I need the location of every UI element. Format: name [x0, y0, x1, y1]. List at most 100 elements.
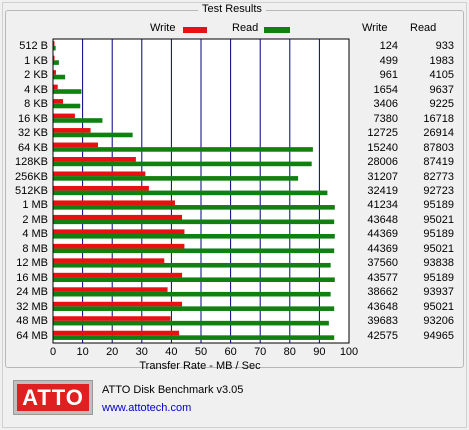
block-size-label: 2 MB: [22, 213, 48, 226]
block-size-label: 2 KB: [24, 69, 48, 82]
read-value: 933: [435, 40, 454, 53]
write-bar: [53, 55, 55, 61]
write-value: 43577: [367, 271, 398, 284]
write-value: 12725: [367, 127, 398, 140]
read-bar: [53, 233, 335, 239]
read-value: 26914: [423, 127, 454, 140]
read-bar: [53, 190, 328, 196]
read-bar: [53, 161, 312, 167]
x-tick-label: 20: [106, 346, 119, 358]
read-value: 95021: [423, 242, 454, 255]
block-size-label: 32 MB: [16, 300, 48, 313]
read-value: 1983: [429, 54, 454, 67]
write-bar: [53, 214, 183, 220]
legend-read-swatch: [264, 27, 290, 33]
read-bar: [53, 118, 103, 123]
read-bar: [53, 205, 335, 210]
read-bar: [53, 74, 66, 80]
read-bar: [53, 60, 59, 65]
website-link[interactable]: www.attotech.com: [102, 402, 192, 414]
write-column-header: Write: [362, 22, 388, 34]
block-size-label: 512KB: [14, 185, 48, 197]
block-size-label: 24 MB: [16, 286, 48, 299]
x-tick-label: 80: [283, 346, 296, 358]
x-tick-label: 50: [194, 346, 208, 358]
write-value: 38662: [367, 286, 398, 299]
read-bar: [53, 45, 56, 51]
write-bar: [53, 84, 58, 90]
transfer-rate-chart: [52, 38, 350, 344]
read-bar: [53, 262, 331, 268]
legend-read-label: Read: [232, 22, 259, 34]
block-size-label: 16 MB: [16, 271, 48, 284]
read-bar: [53, 306, 335, 311]
legend-write-swatch: [183, 27, 207, 33]
write-value: 1654: [373, 83, 398, 96]
write-value: 32419: [367, 185, 398, 197]
read-bar: [53, 335, 335, 340]
write-bar: [53, 99, 64, 104]
read-bar: [53, 277, 335, 283]
read-value: 93937: [423, 286, 454, 299]
write-value: 43648: [367, 300, 398, 313]
write-bar: [53, 301, 183, 307]
block-size-label: 4 KB: [24, 83, 48, 96]
write-value: 31207: [367, 170, 398, 183]
read-bar: [53, 132, 133, 138]
read-bar: [53, 320, 329, 326]
block-size-label: 64 MB: [16, 329, 48, 342]
read-bar: [53, 219, 335, 225]
block-size-label: 1 KB: [24, 54, 48, 67]
write-value: 15240: [367, 141, 398, 154]
read-bar: [53, 103, 81, 109]
block-size-label: 64 KB: [18, 141, 48, 154]
write-value: 39683: [367, 315, 398, 328]
write-value: 44369: [367, 228, 398, 241]
write-bar: [53, 316, 171, 321]
read-bar: [53, 248, 335, 254]
write-value: 3406: [373, 98, 398, 111]
block-size-label: 16 KB: [18, 112, 48, 125]
block-size-label: 8 MB: [22, 242, 48, 255]
write-value: 961: [379, 69, 398, 82]
write-value: 7380: [373, 112, 398, 125]
write-bar: [53, 171, 146, 177]
write-bar: [53, 113, 75, 119]
x-tick-label: 40: [165, 346, 178, 358]
block-size-label: 12 MB: [16, 257, 48, 270]
read-value: 93206: [423, 315, 454, 328]
read-value: 4105: [429, 69, 454, 82]
write-bar: [53, 70, 56, 75]
block-size-label: 1 MB: [22, 199, 48, 212]
write-bar: [53, 287, 168, 292]
read-bar: [53, 147, 313, 152]
legend-write-label: Write: [150, 22, 176, 34]
read-value: 95189: [423, 199, 454, 212]
read-value: 95021: [423, 213, 454, 226]
x-tick-label: 10: [76, 346, 89, 358]
write-value: 499: [379, 54, 398, 67]
read-value: 87419: [423, 156, 454, 169]
read-value: 95189: [423, 271, 454, 284]
write-bar: [53, 330, 180, 336]
x-tick-label: 0: [49, 346, 57, 358]
write-value: 42575: [367, 329, 398, 342]
app-title: ATTO Disk Benchmark v3.05: [102, 384, 244, 396]
write-bar: [53, 272, 183, 278]
x-tick-label: 60: [224, 346, 237, 358]
read-value: 9637: [429, 83, 454, 96]
block-size-label: 512 B: [19, 40, 48, 53]
test-results-title: Test Results: [198, 3, 266, 15]
x-axis-title: Transfer Rate - MB / Sec: [139, 360, 261, 372]
write-value: 124: [379, 40, 398, 53]
block-size-label: 256KB: [14, 170, 48, 183]
block-size-label: 48 MB: [16, 315, 48, 328]
read-bar: [53, 291, 331, 297]
write-value: 41234: [367, 199, 398, 212]
read-value: 95021: [423, 300, 454, 313]
write-value: 43648: [367, 213, 398, 226]
read-value: 93838: [423, 257, 454, 270]
read-value: 82773: [423, 170, 454, 183]
read-bar: [53, 89, 82, 94]
write-bar: [53, 41, 55, 46]
